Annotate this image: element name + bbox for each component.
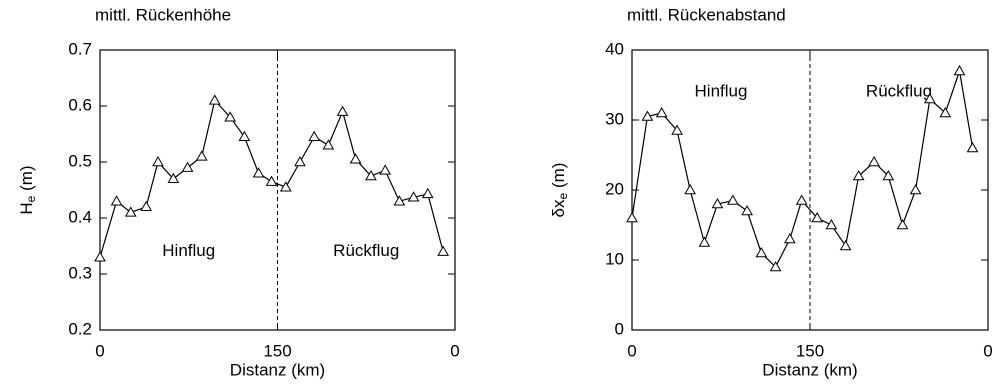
marker xyxy=(421,187,434,199)
marker xyxy=(407,191,420,202)
marker xyxy=(698,236,711,247)
y-tick-label: 30 xyxy=(605,109,624,128)
marker xyxy=(110,195,123,206)
marker xyxy=(195,150,208,161)
y-label-main: H xyxy=(17,202,36,214)
marker xyxy=(437,245,450,256)
marker xyxy=(896,218,909,230)
y-label-sub: e xyxy=(556,192,570,199)
y-label-main: δx xyxy=(549,199,568,217)
y-tick-label: 0.6 xyxy=(68,95,92,114)
y-tick-label: 0.3 xyxy=(68,263,92,282)
x-tick-label: 150 xyxy=(796,341,824,360)
marker xyxy=(626,211,638,223)
marker xyxy=(322,139,335,150)
marker xyxy=(909,183,922,195)
x-tick-label: 0 xyxy=(95,341,104,360)
y-axis-label: He (m) xyxy=(17,165,38,214)
marker xyxy=(94,251,106,262)
x-tick-label: 0 xyxy=(983,341,992,360)
marker xyxy=(783,232,796,244)
marker xyxy=(294,155,306,167)
marker xyxy=(124,206,137,217)
marker xyxy=(868,155,880,167)
marker xyxy=(279,181,292,192)
y-axis-label: δxe (m) xyxy=(549,163,570,218)
marker xyxy=(671,124,683,135)
y-tick-label: 10 xyxy=(605,249,624,268)
marker xyxy=(152,155,164,167)
marker xyxy=(224,111,237,122)
y-tick-label: 0.5 xyxy=(68,151,92,170)
marker xyxy=(769,260,782,272)
marker xyxy=(882,169,895,181)
marker xyxy=(641,110,654,121)
chart-title: mittl. Rückenabstand xyxy=(627,5,786,24)
annotation: Rückflug xyxy=(333,241,399,260)
marker xyxy=(265,175,278,186)
y-tick-label: 0.2 xyxy=(68,319,92,338)
marker xyxy=(655,106,668,118)
marker xyxy=(140,200,153,212)
y-tick-label: 20 xyxy=(605,179,624,198)
y-tick-label: 0.7 xyxy=(68,39,92,58)
x-tick-label: 0 xyxy=(627,341,636,360)
y-label-unit: (m) xyxy=(549,163,568,193)
marker xyxy=(755,246,768,258)
marker xyxy=(365,169,377,181)
marker xyxy=(181,161,194,172)
annotation: Hinflug xyxy=(695,81,748,100)
marker xyxy=(238,130,251,142)
x-axis-label: Distanz (km) xyxy=(762,360,857,379)
y-tick-label: 0 xyxy=(615,319,624,338)
marker xyxy=(953,64,966,76)
marker xyxy=(741,204,753,216)
y-tick-label: 40 xyxy=(605,39,624,58)
annotation: Hinflug xyxy=(162,241,215,260)
marker xyxy=(825,218,838,230)
marker xyxy=(795,194,808,205)
y-label-unit: (m) xyxy=(17,165,36,195)
marker xyxy=(939,106,952,118)
marker xyxy=(923,92,936,104)
marker xyxy=(379,164,392,175)
marker xyxy=(839,239,852,251)
y-tick-label: 0.4 xyxy=(68,207,92,226)
marker xyxy=(208,94,221,105)
marker xyxy=(252,167,265,178)
x-axis-label: Distanz (km) xyxy=(230,360,325,379)
marker xyxy=(308,130,321,142)
y-label-sub: e xyxy=(24,195,38,202)
x-tick-label: 150 xyxy=(263,341,291,360)
marker xyxy=(336,105,349,116)
marker xyxy=(852,169,865,181)
marker xyxy=(393,195,406,206)
marker xyxy=(811,211,823,223)
marker xyxy=(684,183,697,195)
x-tick-label: 0 xyxy=(450,341,459,360)
annotation: Rückflug xyxy=(866,81,932,100)
marker xyxy=(349,153,362,164)
chart-title: mittl. Rückenhöhe xyxy=(95,5,231,24)
marker xyxy=(711,197,724,209)
marker xyxy=(167,172,180,184)
marker xyxy=(727,194,739,205)
marker xyxy=(966,141,979,153)
